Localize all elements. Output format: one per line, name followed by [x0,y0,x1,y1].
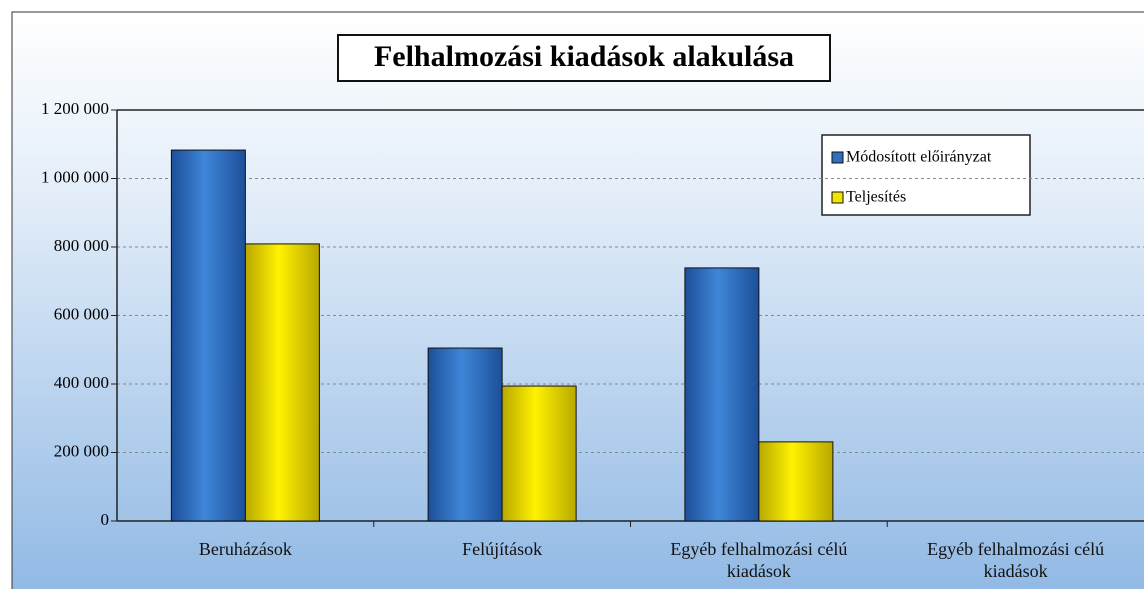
bar [244,243,320,522]
y-tick-label: 1 200 000 [41,99,109,118]
x-tick-label: Beruházások [198,539,292,559]
bar [501,385,577,522]
legend-box [821,134,1031,216]
legend-label: Módosított előirányzat [846,149,992,166]
legend-label: Teljesítés [846,189,906,206]
y-tick-label: 200 000 [54,441,109,460]
y-tick-label: 0 [101,510,110,529]
bar [170,149,246,522]
y-tick-label: 800 000 [54,236,109,255]
bar [758,441,834,522]
y-tick-label: 600 000 [54,304,109,323]
chart-title: Felhalmozási kiadások alakulása [374,40,794,73]
x-tick-label: Felújítások [462,539,543,559]
legend-swatch [831,151,844,164]
title-box [337,34,831,82]
bar [684,267,760,522]
x-tick-label: Egyéb felhalmozási célú kiadások [670,539,848,581]
y-tick-label: 1 000 000 [41,167,109,186]
y-tick-label: 400 000 [54,373,109,392]
x-tick-label: Egyéb felhalmozási célú kiadások [927,539,1105,581]
legend-swatch [831,191,844,204]
bar [427,347,503,522]
